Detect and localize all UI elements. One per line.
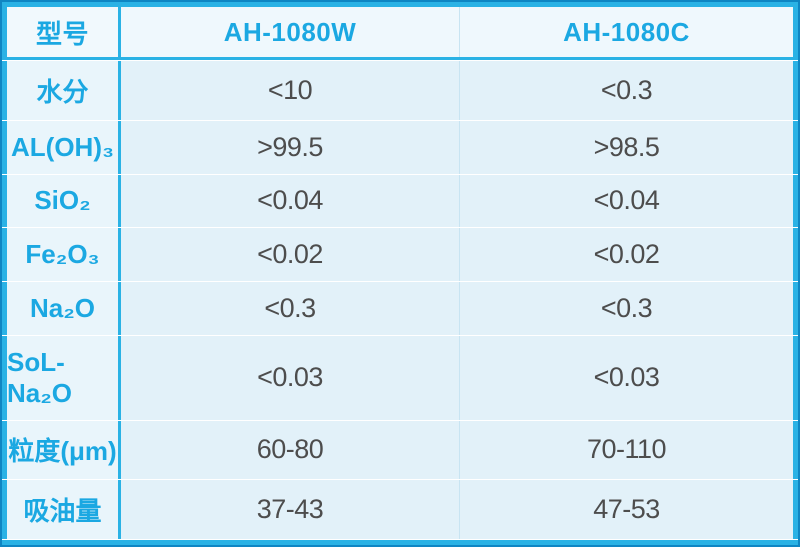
table-row: 吸油量 37-43 47-53 xyxy=(2,480,798,539)
value-product-2: <0.03 xyxy=(593,362,660,393)
value-product-1: <0.02 xyxy=(257,239,323,270)
header-cell-product-1: AH-1080W xyxy=(121,7,460,57)
header-cell-product-2: AH-1080C xyxy=(460,7,793,57)
value-product-2: 47-53 xyxy=(593,494,660,525)
table-row: 粒度(μm) 60-80 70-110 xyxy=(2,420,798,480)
property-label: Na₂O xyxy=(29,292,95,323)
value-cell-product-1: <10 xyxy=(121,61,460,120)
value-product-2: <0.02 xyxy=(593,239,660,270)
value-cell-product-1: <0.04 xyxy=(121,174,460,228)
value-cell-product-2: 47-53 xyxy=(460,480,793,539)
property-label: 粒度(μm) xyxy=(8,436,117,467)
property-label: Fe₂O₃ xyxy=(25,239,100,270)
value-cell-product-2: <0.3 xyxy=(460,282,793,335)
row-label-cell: Na₂O xyxy=(7,282,121,335)
value-cell-product-2: 70-110 xyxy=(460,420,793,480)
value-cell-product-2: <0.02 xyxy=(460,228,793,281)
value-product-1: <10 xyxy=(267,74,313,105)
product-2-name: AH-1080C xyxy=(563,16,690,47)
value-cell-product-1: >99.5 xyxy=(121,120,460,174)
value-product-2: <0.3 xyxy=(600,292,653,323)
value-cell-product-1: 37-43 xyxy=(121,480,460,539)
value-cell-product-1: <0.3 xyxy=(121,282,460,335)
value-cell-product-2: <0.04 xyxy=(460,174,793,228)
header-cell-model: 型号 xyxy=(7,7,121,57)
row-label-cell: 粒度(μm) xyxy=(7,420,121,480)
property-label: SoL-Na₂O xyxy=(7,346,73,408)
product-1-name: AH-1080W xyxy=(223,16,357,47)
row-label-cell: 吸油量 xyxy=(7,480,121,539)
table-row: 水分 <10 <0.3 xyxy=(2,61,798,120)
value-product-1: <0.04 xyxy=(257,185,323,216)
row-label-cell: SiO₂ xyxy=(7,174,121,228)
table-row: SoL-Na₂O <0.03 <0.03 xyxy=(2,335,798,420)
property-label: 吸油量 xyxy=(23,496,102,527)
header-row: 型号 AH-1080W AH-1080C xyxy=(2,7,798,60)
value-product-1: 37-43 xyxy=(256,494,324,525)
table-row: Fe₂O₃ <0.02 <0.02 xyxy=(2,228,798,281)
value-cell-product-1: 60-80 xyxy=(121,420,460,480)
value-product-1: <0.03 xyxy=(257,362,323,393)
table-row: SiO₂ <0.04 <0.04 xyxy=(2,174,798,228)
row-label-cell: 水分 xyxy=(7,61,121,120)
value-product-1: >99.5 xyxy=(257,131,323,162)
table-row: AL(OH)₃ >99.5 >98.5 xyxy=(2,120,798,174)
value-product-2: <0.04 xyxy=(593,185,660,216)
value-cell-product-1: <0.02 xyxy=(121,228,460,281)
value-cell-product-2: <0.03 xyxy=(460,335,793,420)
property-label: AL(OH)₃ xyxy=(11,131,114,162)
property-label: 水分 xyxy=(36,76,89,107)
property-label: SiO₂ xyxy=(34,185,91,216)
value-cell-product-2: >98.5 xyxy=(460,120,793,174)
row-label-cell: SoL-Na₂O xyxy=(7,335,121,420)
model-header-label: 型号 xyxy=(35,18,89,49)
value-product-2: >98.5 xyxy=(593,131,660,162)
value-product-2: <0.3 xyxy=(600,74,653,105)
value-product-1: 60-80 xyxy=(256,434,324,465)
table-row: Na₂O <0.3 <0.3 xyxy=(2,282,798,335)
row-label-cell: Fe₂O₃ xyxy=(7,228,121,281)
row-label-cell: AL(OH)₃ xyxy=(7,120,121,174)
value-product-2: 70-110 xyxy=(586,434,667,465)
value-product-1: <0.3 xyxy=(264,292,316,323)
value-cell-product-1: <0.03 xyxy=(121,335,460,420)
value-cell-product-2: <0.3 xyxy=(460,61,793,120)
